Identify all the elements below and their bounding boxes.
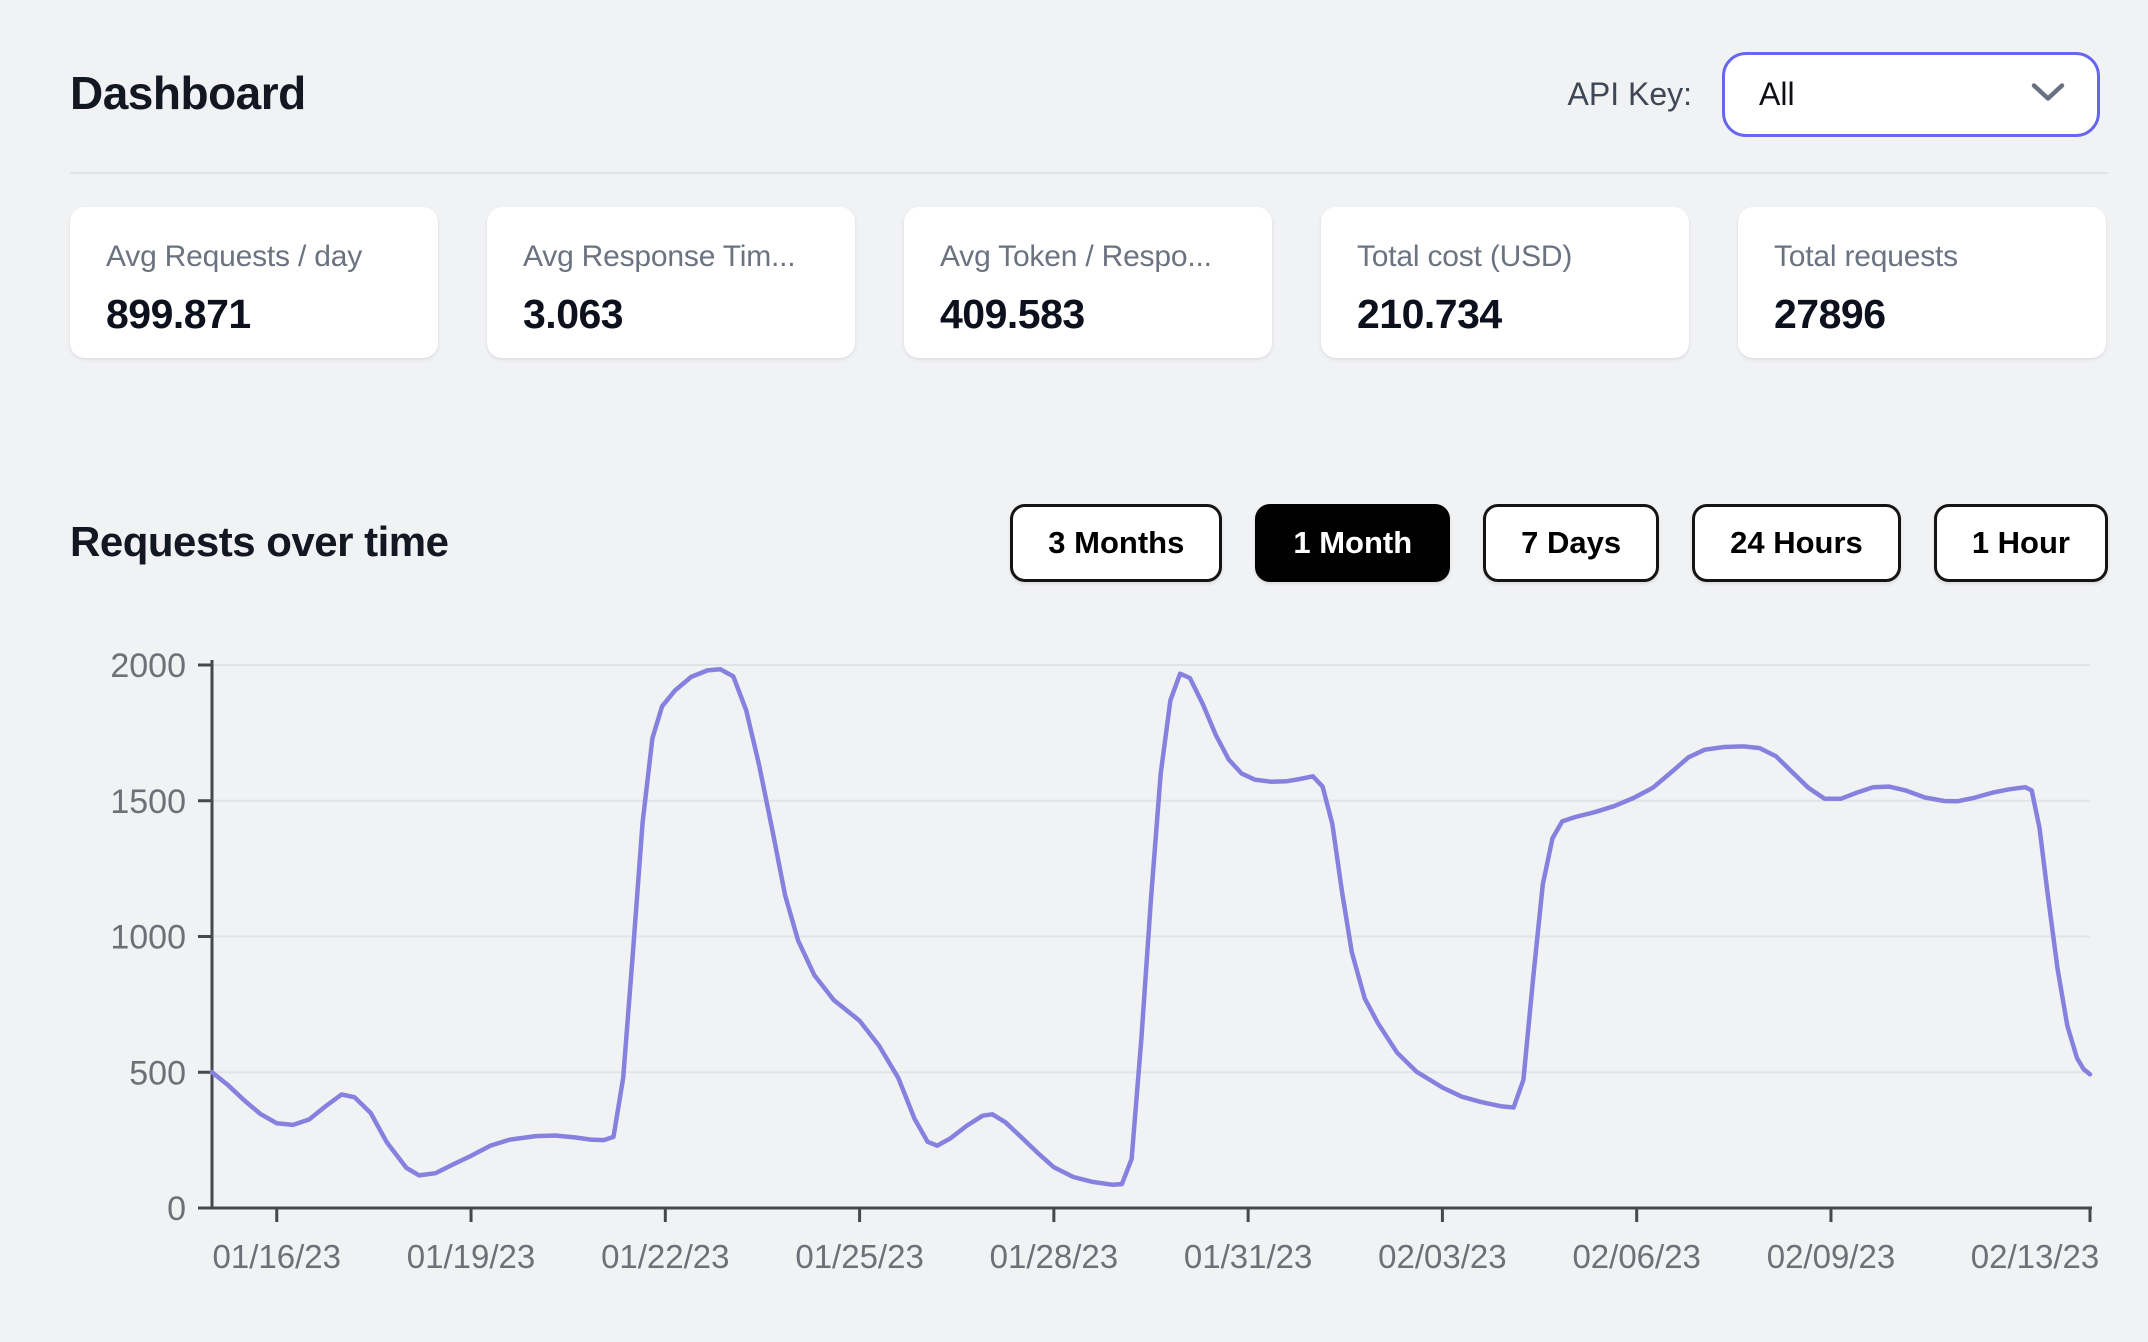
x-axis-label: 01/31/23 bbox=[1184, 1238, 1312, 1275]
stat-cards-row: Avg Requests / day 899.871 Avg Response … bbox=[70, 207, 2106, 358]
section-title: Requests over time bbox=[70, 518, 449, 565]
x-axis-label: 02/03/23 bbox=[1378, 1238, 1506, 1275]
stat-card-label: Total requests bbox=[1774, 240, 1958, 273]
stat-card-label: Avg Response Tim... bbox=[523, 240, 796, 273]
api-key-selected-value: All bbox=[1759, 76, 1795, 112]
api-key-row: API Key: All bbox=[1567, 52, 2100, 137]
stat-card-label: Avg Requests / day bbox=[106, 240, 362, 273]
api-key-label: API Key: bbox=[1567, 76, 1693, 112]
stat-card-value: 27896 bbox=[1774, 291, 1886, 337]
time-range-button-7-days[interactable]: 7 Days bbox=[1483, 504, 1660, 582]
page-title: Dashboard bbox=[70, 67, 306, 119]
y-axis-label: 1000 bbox=[110, 919, 186, 957]
x-axis-label: 01/22/23 bbox=[601, 1238, 729, 1275]
stat-card-label: Avg Token / Respo... bbox=[940, 240, 1212, 273]
stat-card-value: 210.734 bbox=[1357, 291, 1502, 337]
stat-card-total-requests: Total requests 27896 bbox=[1738, 207, 2106, 358]
requests-chart-svg: 0 500 1000 1500 2000 01/16/23 01/19/23 01/22/23… bbox=[110, 647, 2099, 1275]
x-axis-label: 01/19/23 bbox=[407, 1238, 535, 1275]
requests-over-time-chart: 0 500 1000 1500 2000 01/16/23 01/19/23 01/22/23… bbox=[0, 630, 2148, 1342]
y-axis-label: 500 bbox=[129, 1054, 186, 1092]
time-range-button-1-hour[interactable]: 1 Hour bbox=[1933, 504, 2108, 582]
api-key-select[interactable]: All bbox=[1722, 52, 2100, 137]
requests-line-series bbox=[209, 667, 2093, 1187]
chevron-down-icon bbox=[2031, 82, 2065, 107]
stat-card-total-cost: Total cost (USD) 210.734 bbox=[1321, 207, 1689, 358]
stat-card-value: 409.583 bbox=[940, 291, 1085, 337]
x-axis-label: 02/09/23 bbox=[1767, 1238, 1895, 1275]
stat-card-avg-requests: Avg Requests / day 899.871 bbox=[70, 207, 438, 358]
time-range-button-3-months[interactable]: 3 Months bbox=[1010, 504, 1223, 582]
x-axis-label: 01/25/23 bbox=[795, 1238, 923, 1275]
y-axis-label: 2000 bbox=[110, 647, 186, 685]
stat-card-value: 899.871 bbox=[106, 291, 251, 337]
x-axis-label: 01/16/23 bbox=[213, 1238, 341, 1275]
stat-card-label: Total cost (USD) bbox=[1357, 240, 1573, 273]
stat-card-value: 3.063 bbox=[523, 291, 624, 337]
stat-card-avg-token: Avg Token / Respo... 409.583 bbox=[904, 207, 1272, 358]
x-axis-label: 02/06/23 bbox=[1572, 1238, 1700, 1275]
y-axis-label: 0 bbox=[167, 1190, 186, 1228]
x-axis-label: 02/13/23 bbox=[1971, 1238, 2099, 1275]
time-range-buttons: 3 Months 1 Month 7 Days 24 Hours 1 Hour bbox=[1010, 504, 2108, 582]
x-axis-label: 01/28/23 bbox=[990, 1238, 1118, 1275]
time-range-button-24-hours[interactable]: 24 Hours bbox=[1692, 504, 1901, 582]
y-axis-label: 1500 bbox=[110, 783, 186, 821]
time-range-button-1-month[interactable]: 1 Month bbox=[1255, 504, 1451, 582]
stat-card-avg-response-time: Avg Response Tim... 3.063 bbox=[487, 207, 855, 358]
header-divider bbox=[70, 172, 2108, 174]
